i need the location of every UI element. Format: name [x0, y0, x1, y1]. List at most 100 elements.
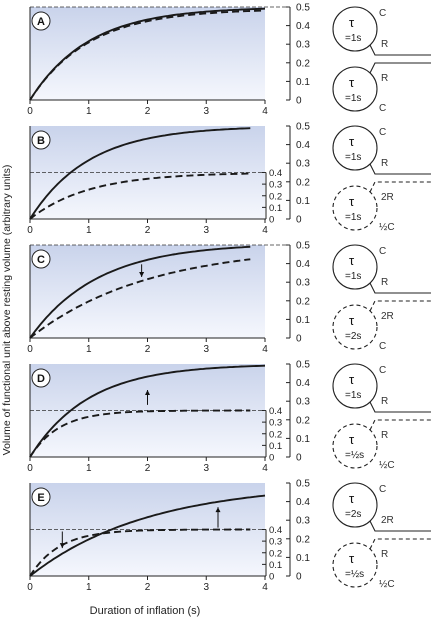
secondary-tick-label: 0.4 [269, 406, 282, 417]
y-tick-label: 0 [296, 334, 302, 345]
lower-alveolus [332, 423, 378, 469]
panel-label-badge [31, 487, 51, 507]
arrow-head [139, 271, 145, 277]
panel-C: 0 1 2 3 4 0 0.1 0.2 0.3 0.4 0.5 C τ =1s τ =2s C R 2R C [27, 241, 431, 355]
upper-alveolus [332, 125, 378, 171]
y-tick-label: 0.4 [296, 21, 310, 32]
series-dashed-curve [29, 409, 251, 458]
lower-resistance-label: R [381, 430, 388, 441]
plot-area [30, 7, 265, 100]
arrow-head [145, 390, 150, 396]
upper-alveolus [332, 6, 378, 52]
arrow-head [59, 543, 65, 549]
lower-tau-symbol: τ [349, 194, 355, 209]
upper-resistance-label: R [381, 39, 388, 50]
upper-resistance-label: R [381, 277, 388, 288]
upper-compliance-label: C [379, 365, 386, 376]
lower-alveolus [332, 304, 378, 350]
upper-tau-value: =1s [345, 390, 361, 401]
lower-tau-symbol: τ [349, 432, 355, 447]
secondary-tick-label: 0.2 [269, 191, 282, 202]
lower-tau-value: =1s [345, 212, 361, 223]
series-dashed-curve [29, 172, 251, 220]
y-tick-label: 0.1 [296, 315, 310, 326]
lower-compliance-label: ½C [379, 579, 395, 590]
panel-label: A [37, 16, 45, 28]
y-tick-label: 0.1 [296, 434, 310, 445]
y-axis-label: Volume of functional unit above resting … [1, 165, 13, 456]
panel-A: 0 1 2 3 4 0 0.1 0.2 0.3 0.4 0.5 A τ =1s τ =1s C R R C [27, 3, 431, 117]
x-tick-label: 1 [86, 344, 92, 355]
upper-tau-symbol: τ [349, 15, 355, 30]
series-solid-curve [29, 127, 251, 220]
series-solid-curve [29, 494, 266, 577]
y-tick-label: 0 [296, 96, 302, 107]
y-tick-label: 0.3 [296, 278, 310, 289]
lower-airway [369, 181, 431, 193]
lower-airway [369, 419, 431, 431]
upper-compliance-label: C [379, 484, 386, 495]
secondary-tick-label: 0.2 [269, 429, 282, 440]
secondary-tick-label: 0.2 [269, 548, 282, 559]
y-tick-label: 0.4 [296, 497, 310, 508]
x-tick-label: 2 [145, 344, 151, 355]
y-tick-label: 0.5 [296, 360, 310, 371]
panel-label: D [37, 373, 45, 385]
lower-resistance-label: 2R [381, 311, 394, 322]
x-tick-label: 1 [86, 106, 92, 117]
y-tick-label: 0.5 [296, 3, 310, 14]
y-tick-label: 0.5 [296, 241, 310, 252]
secondary-tick-label: 0.1 [269, 560, 282, 571]
series-dashed-curve [29, 528, 251, 577]
upper-alveolus [332, 244, 378, 290]
upper-resistance-label: R [381, 396, 388, 407]
upper-airway [369, 163, 431, 175]
y-tick-label: 0 [296, 215, 302, 226]
x-tick-label: 0 [27, 463, 33, 474]
secondary-tick-label: 0.3 [269, 537, 282, 548]
secondary-tick-label: 0.4 [269, 525, 282, 536]
x-tick-label: 0 [27, 582, 33, 593]
panel-label: B [37, 135, 45, 147]
lower-resistance-label: R [381, 73, 388, 84]
x-tick-label: 3 [203, 225, 209, 236]
y-tick-label: 0.3 [296, 159, 310, 170]
secondary-tick-label: 0 [269, 453, 274, 464]
y-tick-label: 0.2 [296, 296, 310, 307]
upper-alveolus [332, 363, 378, 409]
x-tick-label: 0 [27, 106, 33, 117]
lower-airway [369, 538, 431, 550]
lung-model: τ =1s τ =½s C R R ½C [332, 363, 431, 471]
panel-D: 0 1 2 3 400.10.20.30.40.500.10.20.30.4D τ=1sτ… [27, 360, 431, 474]
lower-compliance-label: C [379, 341, 386, 352]
upper-compliance-label: C [379, 127, 386, 138]
upper-tau-value: =1s [345, 271, 361, 282]
y-tick-label: 0.1 [296, 196, 310, 207]
upper-airway [369, 401, 431, 413]
upper-airway [369, 520, 431, 532]
x-tick-label: 4 [262, 582, 268, 593]
upper-tau-symbol: τ [349, 253, 355, 268]
x-tick-label: 0 [27, 225, 33, 236]
y-tick-label: 0.3 [296, 40, 310, 51]
secondary-tick-label: 0.3 [269, 418, 282, 429]
lower-compliance-label: ½C [379, 222, 395, 233]
y-tick-label: 0.2 [296, 415, 310, 426]
secondary-tick-label: 0 [269, 572, 274, 583]
upper-tau-value: =1s [345, 152, 361, 163]
y-tick-label: 0 [296, 453, 302, 464]
upper-tau-value: =1s [345, 33, 361, 44]
y-tick-label: 0.2 [296, 177, 310, 188]
lower-tau-value: =½s [345, 450, 364, 461]
lung-model: τ =1s τ =1s C R 2R ½C [332, 125, 431, 233]
lower-tau-value: =½s [345, 569, 364, 580]
y-tick-label: 0.3 [296, 397, 310, 408]
lung-model: τ =1s τ =2s C R 2R C [332, 244, 431, 352]
lower-alveolus [332, 66, 378, 112]
y-tick-label: 0.1 [296, 77, 310, 88]
lower-tau-value: =2s [345, 331, 361, 342]
x-tick-label: 3 [203, 344, 209, 355]
upper-airway [369, 44, 431, 56]
y-tick-label: 0.2 [296, 58, 310, 69]
